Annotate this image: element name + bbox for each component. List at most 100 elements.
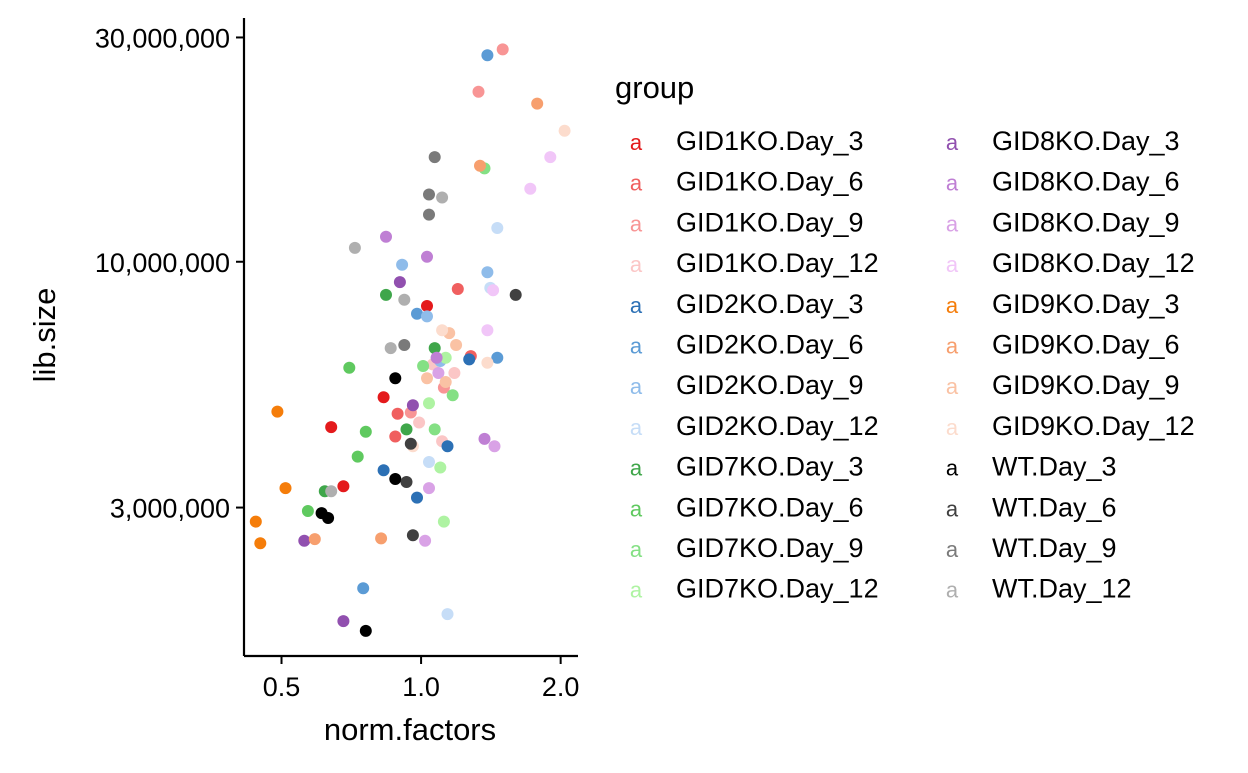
data-point <box>393 276 406 289</box>
data-point <box>351 450 364 463</box>
legend-item: a GID1KO.Day_9 <box>630 207 864 237</box>
data-point <box>423 397 435 410</box>
data-point <box>437 515 450 528</box>
legend-key: a <box>630 293 643 318</box>
legend-label: GID7KO.Day_6 <box>676 492 864 522</box>
data-point <box>380 288 392 301</box>
x-axis: 0.5 1.0 2.0 <box>244 654 580 702</box>
data-point <box>496 43 509 56</box>
legend-item: a GID2KO.Day_12 <box>630 411 879 441</box>
legend-item: a GID7KO.Day_6 <box>630 492 864 522</box>
legend-item: a GID1KO.Day_3 <box>630 126 864 156</box>
legend-item: a GID7KO.Day_9 <box>630 533 864 563</box>
legend-key: a <box>630 211 643 236</box>
data-point <box>423 482 435 495</box>
data-point <box>421 372 433 385</box>
data-point <box>474 159 486 172</box>
data-point <box>524 182 537 195</box>
data-point <box>406 529 419 542</box>
data-point <box>389 473 402 485</box>
data-point <box>436 191 449 204</box>
x-tick-label: 2.0 <box>542 672 580 702</box>
data-point <box>421 310 433 323</box>
data-point <box>375 532 388 545</box>
data-point <box>448 367 461 379</box>
legend-key: a <box>946 374 959 399</box>
legend-item: a GID1KO.Day_12 <box>630 248 879 278</box>
data-point <box>271 405 284 418</box>
legend-label: GID1KO.Day_3 <box>676 126 864 156</box>
legend-item: a WT.Day_6 <box>946 492 1117 522</box>
plot-panel <box>249 43 571 637</box>
data-point <box>434 461 447 474</box>
legend-label: GID7KO.Day_3 <box>676 452 864 482</box>
data-point <box>380 230 392 243</box>
legend-label: GID8KO.Day_6 <box>992 167 1180 197</box>
data-point <box>478 432 491 445</box>
data-point <box>432 367 445 379</box>
legend-key: a <box>946 334 959 359</box>
legend-item: a GID2KO.Day_3 <box>630 289 864 319</box>
data-point <box>481 266 494 279</box>
legend-label: GID1KO.Day_9 <box>676 207 864 237</box>
data-point <box>337 480 350 493</box>
legend-label: GID1KO.Day_6 <box>676 167 864 197</box>
data-point <box>423 208 435 221</box>
legend-item: a GID8KO.Day_9 <box>946 207 1180 237</box>
legend-label: GID1KO.Day_12 <box>676 248 879 278</box>
legend-key: a <box>946 578 959 603</box>
legend-title: group <box>615 70 694 105</box>
legend-label: GID9KO.Day_6 <box>992 330 1180 360</box>
data-point <box>396 258 409 271</box>
legend: group a GID1KO.Day_3a GID1KO.Day_6a GID1KO.… <box>615 70 1195 604</box>
data-point <box>487 284 500 297</box>
legend-label: GID8KO.Day_3 <box>992 126 1180 156</box>
y-tick-label: 10,000,000 <box>95 248 230 278</box>
data-point <box>359 425 372 438</box>
data-point <box>421 250 433 263</box>
y-tick-label: 3,000,000 <box>110 494 230 524</box>
data-point <box>406 399 419 412</box>
data-point <box>544 151 557 164</box>
data-point <box>322 512 335 524</box>
legend-label: GID7KO.Day_9 <box>676 533 864 563</box>
data-point <box>384 342 397 355</box>
data-point <box>359 624 372 637</box>
data-point <box>411 307 423 320</box>
legend-item: a GID7KO.Day_12 <box>630 574 879 604</box>
data-point <box>428 342 441 355</box>
data-point <box>413 416 426 429</box>
data-point <box>249 515 262 528</box>
data-point <box>472 85 485 98</box>
legend-key: a <box>946 415 959 440</box>
data-point <box>421 300 433 312</box>
y-axis-title: lib.size <box>27 288 62 383</box>
legend-key: a <box>630 456 643 481</box>
data-point <box>389 430 402 443</box>
legend-key: a <box>630 537 643 562</box>
legend-item: a GID8KO.Day_6 <box>946 167 1180 197</box>
data-point <box>481 356 494 369</box>
legend-label: GID2KO.Day_12 <box>676 411 879 441</box>
data-point <box>450 339 463 351</box>
data-point <box>491 351 504 364</box>
legend-key: a <box>630 171 643 196</box>
legend-label: GID8KO.Day_12 <box>992 248 1195 278</box>
data-point <box>301 505 314 517</box>
data-point <box>400 476 413 488</box>
legend-label: GID2KO.Day_3 <box>676 289 864 319</box>
legend-item: a GID7KO.Day_3 <box>630 452 864 482</box>
data-point <box>325 485 338 498</box>
x-tick-label: 0.5 <box>263 672 301 702</box>
legend-item: a GID9KO.Day_12 <box>946 411 1195 441</box>
data-point <box>463 353 476 366</box>
data-point <box>398 339 411 351</box>
y-tick-label: 30,000,000 <box>95 23 230 53</box>
legend-item: a GID9KO.Day_6 <box>946 330 1180 360</box>
data-point <box>558 124 571 137</box>
legend-key: a <box>946 293 959 318</box>
data-point <box>439 351 452 364</box>
data-point <box>298 534 311 547</box>
